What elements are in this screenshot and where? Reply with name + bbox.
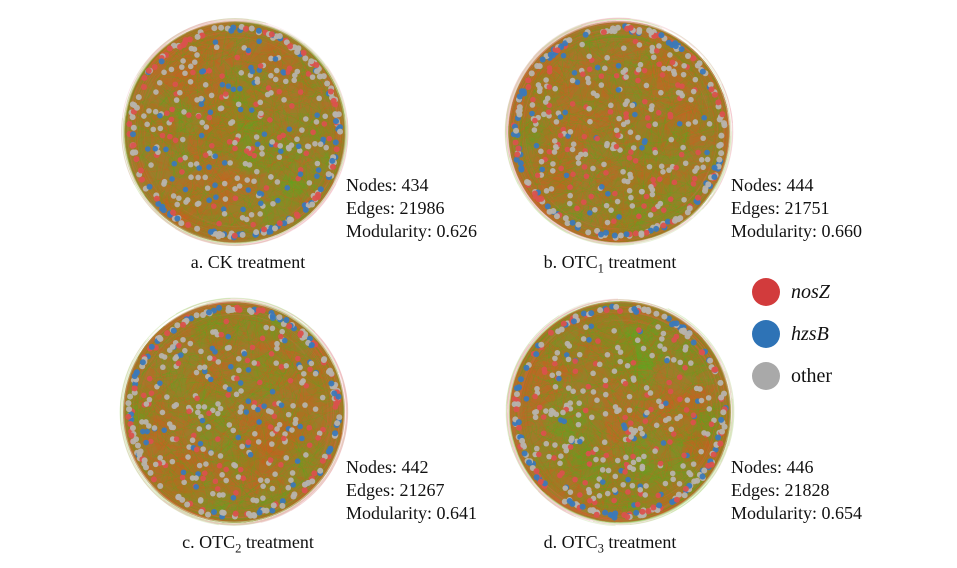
- stat-value-modularity: 0.626: [436, 221, 478, 241]
- stat-line-edges: Edges: 21751: [731, 197, 862, 220]
- caption-otc3: d. OTC3 treatment: [490, 532, 730, 556]
- caption-text: d. OTC: [543, 532, 598, 552]
- stats-block-otc2: Nodes: 442 Edges: 21267 Modularity: 0.64…: [346, 456, 477, 525]
- stat-line-nodes: Nodes: 444: [731, 174, 862, 197]
- caption-text-post: treatment: [603, 252, 677, 272]
- network-graph-ck: [115, 12, 355, 252]
- legend-label-other: other: [791, 364, 833, 387]
- stat-label-nodes: Nodes:: [346, 457, 397, 477]
- stat-value-modularity: 0.654: [821, 503, 863, 523]
- stat-label-edges: Edges:: [731, 198, 780, 218]
- stat-value-nodes: 444: [786, 175, 814, 195]
- stat-line-nodes: Nodes: 434: [346, 174, 477, 197]
- stat-value-nodes: 434: [401, 175, 429, 195]
- stats-block-otc1: Nodes: 444 Edges: 21751 Modularity: 0.66…: [731, 174, 862, 243]
- network-graph-otc3: [500, 292, 740, 532]
- caption-text-post: treatment: [241, 532, 314, 552]
- stat-label-edges: Edges:: [731, 480, 780, 500]
- network-graph-otc2: [114, 292, 354, 532]
- stat-label-edges: Edges:: [346, 198, 395, 218]
- stat-line-edges: Edges: 21828: [731, 479, 862, 502]
- caption-otc2: c. OTC2 treatment: [128, 532, 368, 556]
- legend-label-hzsB: hzsB: [791, 322, 829, 345]
- stat-label-nodes: Nodes:: [346, 175, 397, 195]
- caption-subscript: 3: [597, 541, 604, 556]
- stat-value-edges: 21986: [399, 198, 445, 218]
- caption-text-post: treatment: [603, 532, 677, 552]
- legend-label-nosZ: nosZ: [791, 280, 830, 303]
- caption-ck: a. CK treatment: [128, 252, 368, 273]
- stat-value-modularity: 0.641: [436, 503, 478, 523]
- stat-label-nodes: Nodes:: [731, 457, 782, 477]
- stat-line-edges: Edges: 21267: [346, 479, 477, 502]
- stat-line-nodes: Nodes: 442: [346, 456, 477, 479]
- stat-label-modularity: Modularity:: [731, 503, 817, 523]
- stat-line-modularity: Modularity: 0.626: [346, 220, 477, 243]
- legend-item-other: other: [752, 362, 832, 390]
- nosZ-dot-icon: [752, 278, 780, 306]
- stat-value-modularity: 0.660: [821, 221, 863, 241]
- legend: nosZ hzsB other: [752, 278, 832, 404]
- caption-otc1: b. OTC1 treatment: [490, 252, 730, 276]
- stat-value-nodes: 446: [786, 457, 814, 477]
- stat-label-modularity: Modularity:: [346, 503, 432, 523]
- caption-text: c. OTC: [182, 532, 236, 552]
- stats-block-otc3: Nodes: 446 Edges: 21828 Modularity: 0.65…: [731, 456, 862, 525]
- caption-text: a. CK treatment: [190, 252, 306, 272]
- stat-line-edges: Edges: 21986: [346, 197, 477, 220]
- stat-line-modularity: Modularity: 0.641: [346, 502, 477, 525]
- stat-line-modularity: Modularity: 0.654: [731, 502, 862, 525]
- stat-value-edges: 21751: [784, 198, 830, 218]
- legend-item-hzsB: hzsB: [752, 320, 832, 348]
- stat-value-nodes: 442: [401, 457, 429, 477]
- stats-block-ck: Nodes: 434 Edges: 21986 Modularity: 0.62…: [346, 174, 477, 243]
- stat-value-edges: 21828: [784, 480, 830, 500]
- stat-label-edges: Edges:: [346, 480, 395, 500]
- stat-label-modularity: Modularity:: [731, 221, 817, 241]
- stat-label-nodes: Nodes:: [731, 175, 782, 195]
- caption-text: b. OTC: [543, 252, 598, 272]
- other-dot-icon: [752, 362, 780, 390]
- network-graph-otc1: [499, 12, 739, 252]
- hzsB-dot-icon: [752, 320, 780, 348]
- legend-item-nosZ: nosZ: [752, 278, 832, 306]
- stat-line-nodes: Nodes: 446: [731, 456, 862, 479]
- stat-value-edges: 21267: [399, 480, 445, 500]
- stat-label-modularity: Modularity:: [346, 221, 432, 241]
- stat-line-modularity: Modularity: 0.660: [731, 220, 862, 243]
- caption-subscript: 2: [235, 541, 242, 556]
- caption-subscript: 1: [597, 261, 604, 276]
